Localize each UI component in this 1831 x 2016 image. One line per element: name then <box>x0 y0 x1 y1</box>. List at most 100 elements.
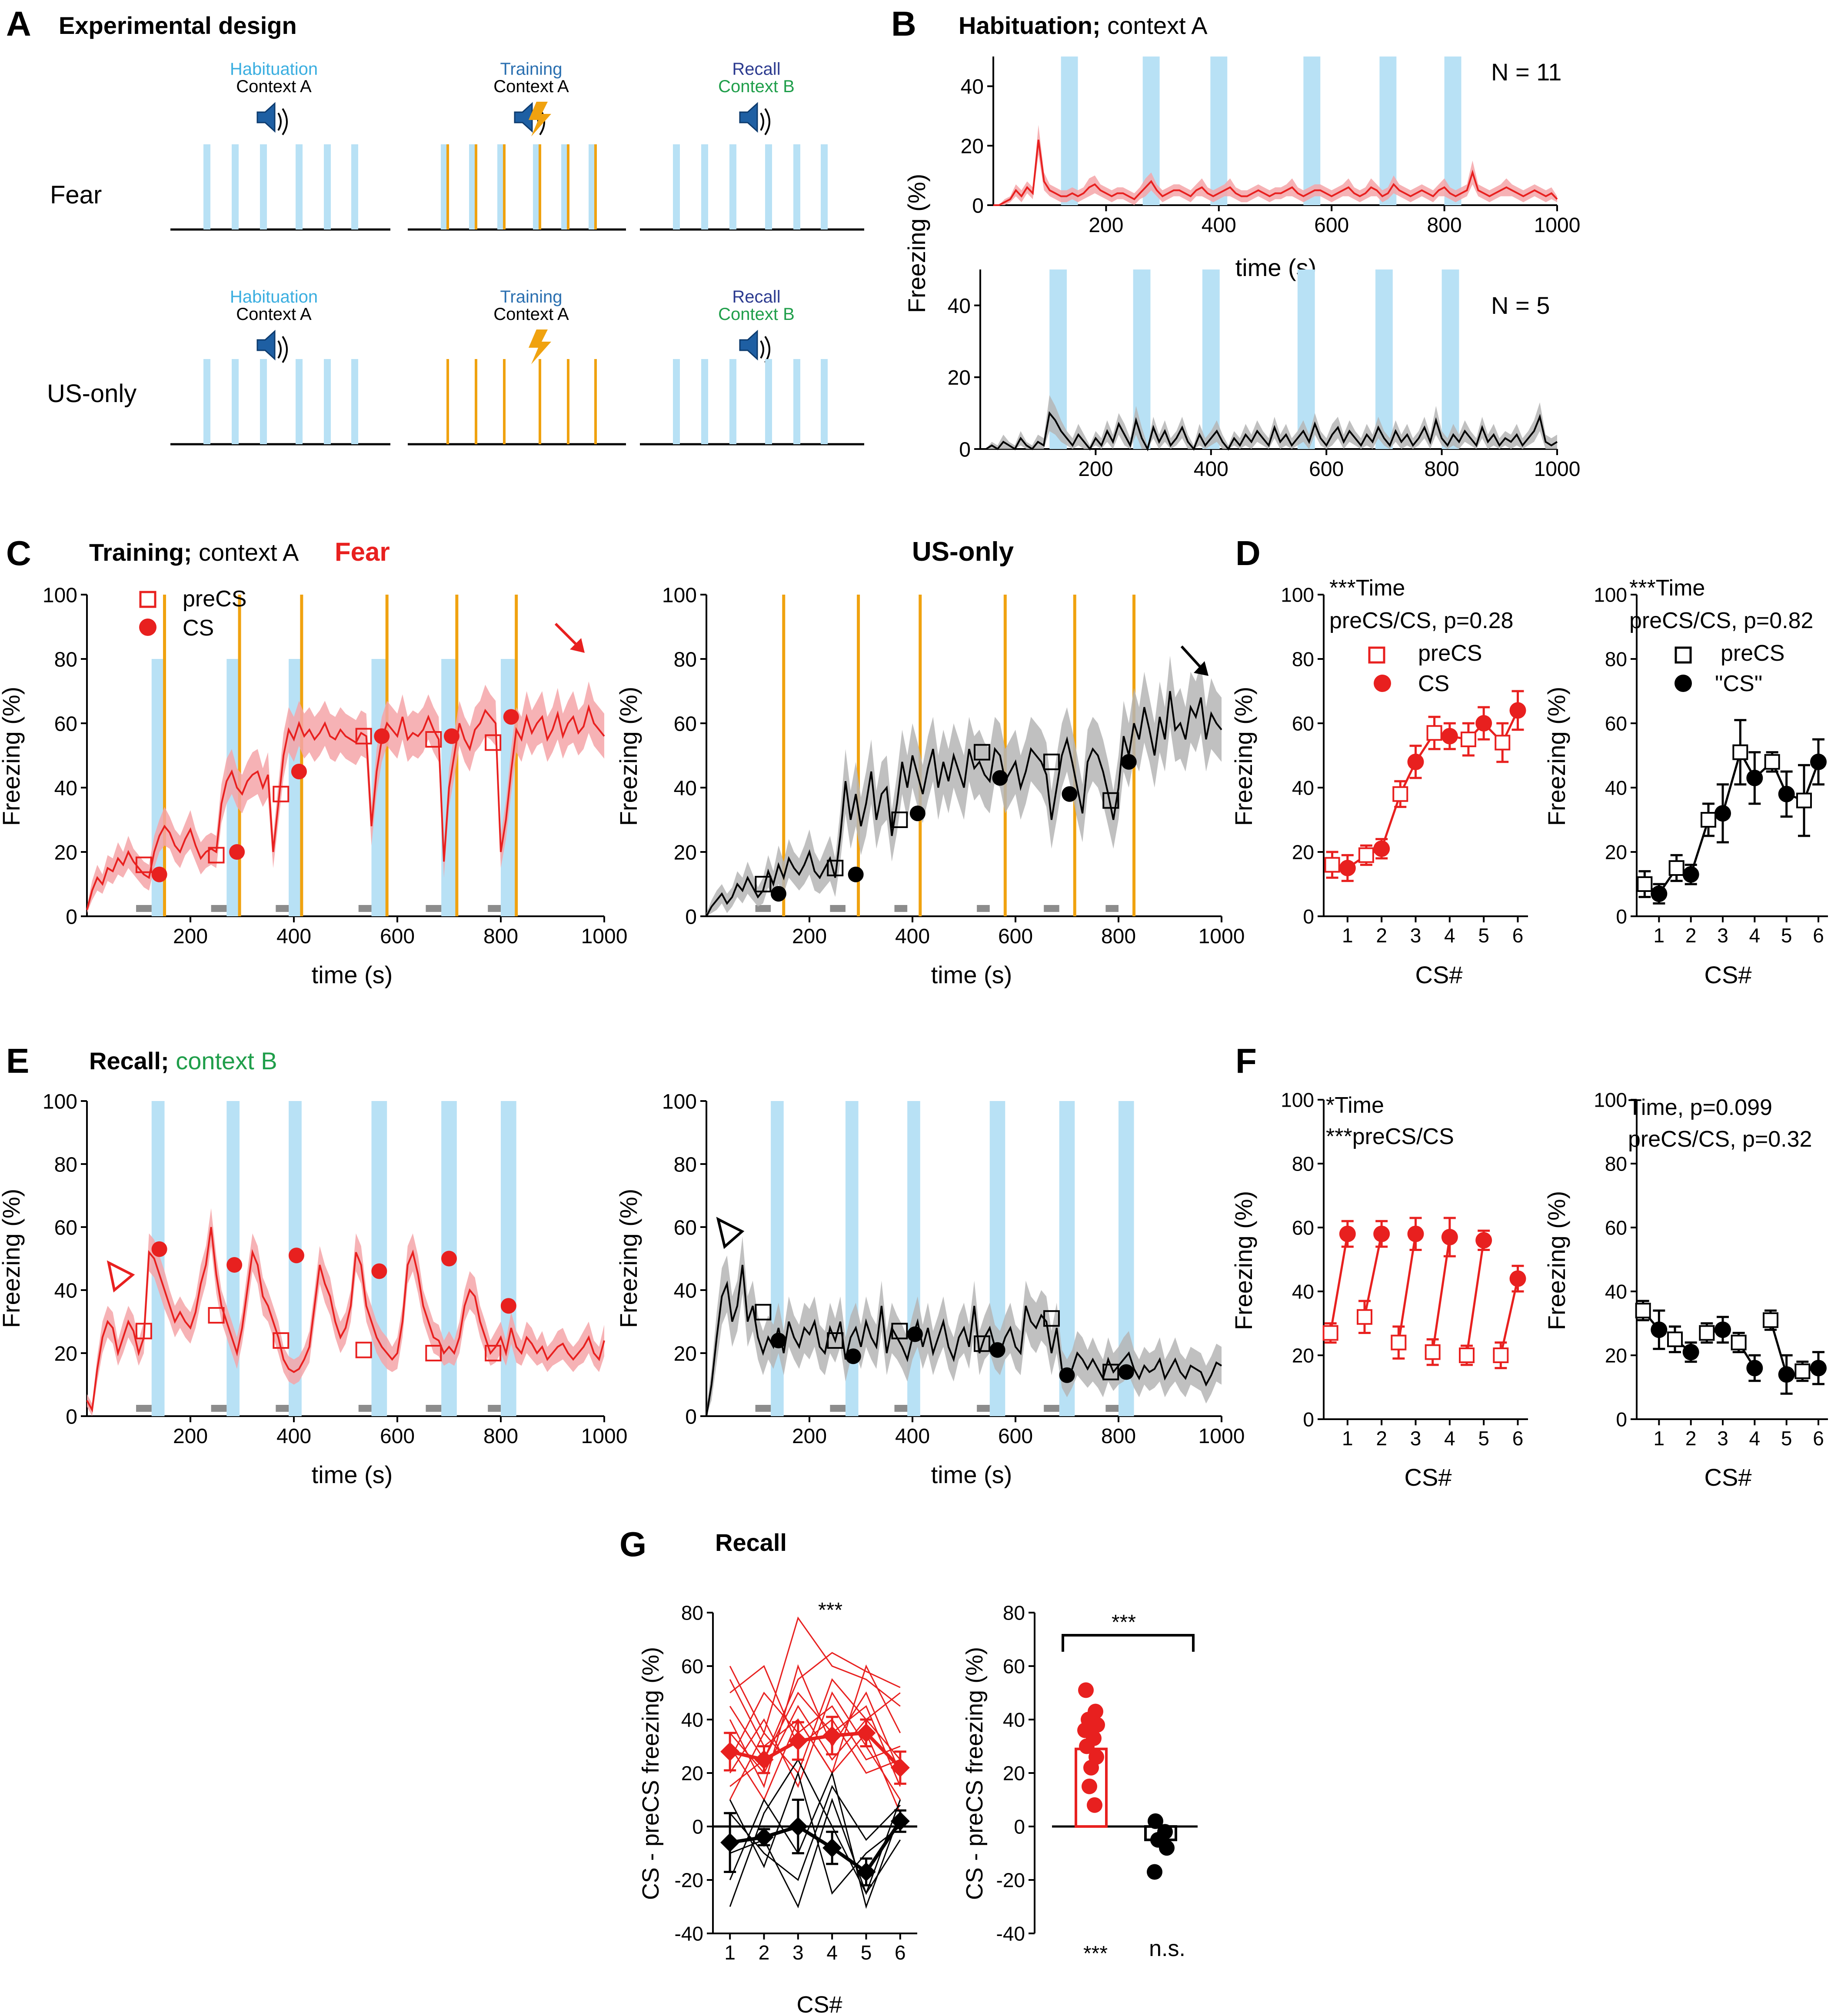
precs-marker <box>1426 725 1442 741</box>
x-axis-label: CS# <box>1704 961 1752 988</box>
precs-bar <box>1105 1405 1119 1412</box>
panel-letter: G <box>619 1525 646 1564</box>
x-tick-label: 1000 <box>1534 214 1581 237</box>
precs-marker <box>1324 857 1340 873</box>
precs-marker <box>1635 1303 1651 1319</box>
precs-bar <box>894 1405 908 1412</box>
precs-bar <box>358 1405 372 1412</box>
fear-individual-line <box>729 1652 901 1761</box>
fear-point <box>1082 1778 1097 1794</box>
y-axis-label: Freezing (%) <box>615 687 642 826</box>
y-tick-label: 60 <box>1292 712 1314 735</box>
title-bold: Recall; <box>89 1047 169 1075</box>
precs-marker <box>1460 732 1476 747</box>
y-tick-label: 20 <box>1003 1762 1025 1785</box>
title-rest: context A <box>1101 12 1208 39</box>
cs-marker <box>1121 754 1137 770</box>
precs-bar <box>211 905 227 912</box>
precs-marker <box>1102 792 1119 809</box>
cs-marker <box>1339 860 1356 876</box>
tone-bar <box>765 359 772 444</box>
precs-bar <box>276 1405 289 1412</box>
x-axis-label: time (s) <box>931 1461 1012 1488</box>
stats-label: ***Time <box>1329 576 1405 601</box>
sound-wave-icon <box>277 112 282 131</box>
sound-wave-icon <box>277 340 282 359</box>
tone-bar <box>793 144 800 230</box>
x-tick-label: 4 <box>1444 1427 1455 1450</box>
x-tick-label: 3 <box>792 1941 804 1964</box>
x-tick-label: 1 <box>1342 1427 1353 1450</box>
x-tick-label: 5 <box>861 1941 872 1964</box>
precs-bar <box>426 905 442 912</box>
y-tick-label: 20 <box>1605 1344 1627 1367</box>
y-tick-label: 20 <box>1605 841 1627 864</box>
x-tick-label: 200 <box>1089 214 1123 237</box>
sem-band <box>87 681 604 913</box>
precs-marker <box>1699 1325 1715 1341</box>
y-tick-label: -20 <box>996 1869 1025 1892</box>
cs-window <box>1303 57 1321 205</box>
precs-marker <box>755 876 772 892</box>
mean-line <box>706 691 1222 917</box>
y-axis-label: Freezing (%) <box>1230 687 1257 826</box>
legend-label: CS <box>183 615 214 641</box>
legend-cs-marker <box>1374 675 1391 692</box>
y-tick-label: 40 <box>681 1709 703 1731</box>
y-axis-label: Freezing (%) <box>0 1189 25 1328</box>
cs-marker <box>1407 753 1424 770</box>
cs-marker <box>1059 1367 1075 1383</box>
mean-marker <box>822 1726 842 1745</box>
tone-bar <box>821 359 828 444</box>
cs-marker <box>500 1298 516 1314</box>
y-tick-label: 80 <box>1292 648 1314 671</box>
cs-marker <box>1778 1366 1795 1383</box>
x-tick-label: 5 <box>1781 924 1792 947</box>
sound-wave-icon <box>282 336 288 363</box>
precs-marker <box>485 1345 502 1361</box>
x-tick-label: 4 <box>1444 924 1455 947</box>
title-rest: context B <box>169 1047 277 1075</box>
y-tick-label: 0 <box>685 905 697 928</box>
x-tick-label: 800 <box>1425 458 1459 481</box>
precs-marker <box>1637 876 1653 892</box>
y-tick-label: 20 <box>1292 1344 1314 1367</box>
precs-bar <box>1044 905 1059 912</box>
speaker-icon <box>514 102 533 133</box>
x-tick-label: 1 <box>1342 924 1353 947</box>
arrow-icon <box>554 622 581 649</box>
tone-bar <box>765 144 772 230</box>
fear-point <box>1083 1760 1099 1776</box>
significance-bracket <box>1062 1634 1195 1652</box>
cs-marker <box>503 709 519 725</box>
stats-label: preCS/CS, p=0.32 <box>1628 1127 1812 1152</box>
mean-marker <box>720 1742 740 1761</box>
precs-bar <box>977 905 990 912</box>
context-label: Context B <box>718 77 795 96</box>
pair-line <box>1465 1240 1485 1356</box>
precs-bar <box>136 1405 152 1412</box>
y-tick-label: 20 <box>54 841 77 864</box>
x-tick-label: 400 <box>895 925 930 948</box>
fear-point <box>1079 1738 1095 1754</box>
us-point <box>1159 1840 1175 1856</box>
y-tick-label: 40 <box>1292 1281 1314 1303</box>
panel-letter: D <box>1235 534 1261 572</box>
context-label: Context A <box>236 77 312 96</box>
arrowhead-icon <box>107 1260 135 1293</box>
panel-title: Recall; context B <box>89 1047 277 1075</box>
tone-bar <box>260 144 267 230</box>
tone-bar <box>821 144 828 230</box>
stats-label: preCS/CS, p=0.28 <box>1329 608 1513 633</box>
y-axis-label: Freezing (%) <box>903 174 930 313</box>
speaker-icon <box>256 102 276 133</box>
significance-label: *** <box>818 1599 842 1622</box>
x-tick-label: 1 <box>1654 1427 1665 1450</box>
y-tick-label: 100 <box>662 1090 697 1113</box>
mean-marker <box>754 1750 774 1770</box>
cs-marker <box>1682 1344 1699 1361</box>
cs-marker <box>1714 805 1731 822</box>
mean-line <box>980 411 1558 452</box>
